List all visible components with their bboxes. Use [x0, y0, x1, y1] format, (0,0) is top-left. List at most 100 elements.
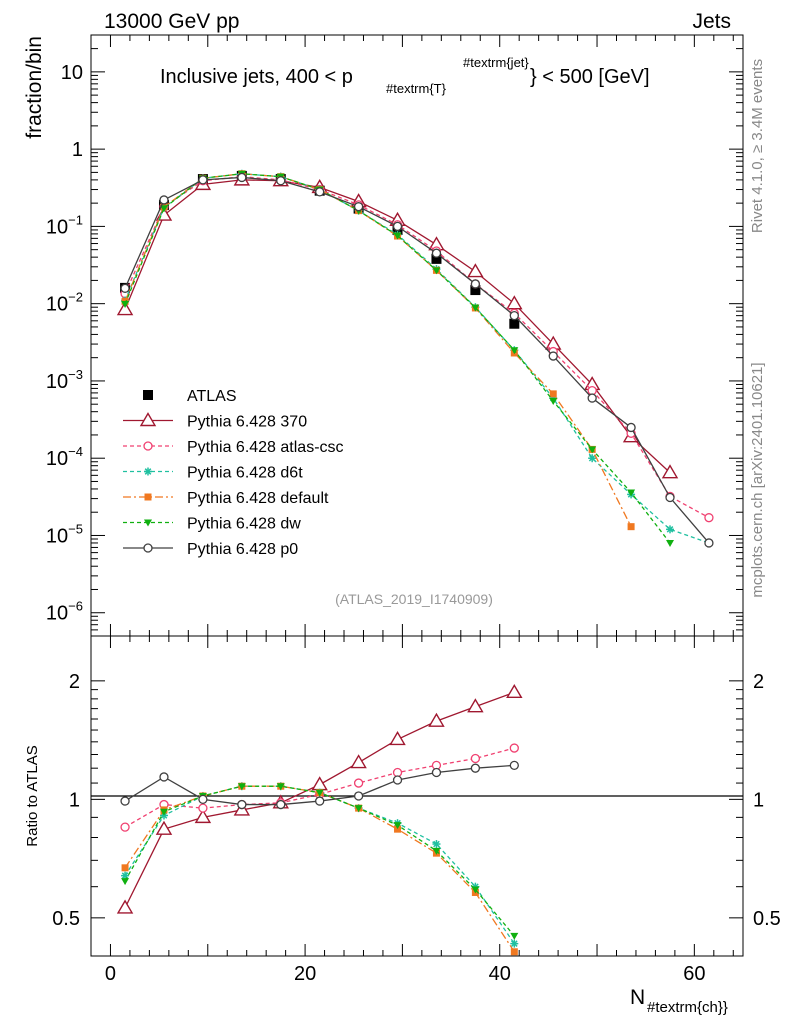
data-point — [431, 253, 442, 264]
star-stroke — [588, 454, 596, 462]
data-point — [506, 295, 523, 310]
data-point — [194, 808, 212, 824]
data-point — [143, 543, 153, 553]
data-point — [432, 847, 441, 855]
data-point — [588, 446, 597, 454]
data-point — [237, 172, 247, 183]
data-point — [237, 799, 247, 810]
data-point — [392, 221, 403, 232]
data-point — [315, 187, 325, 197]
legend-item: Pythia 6.428 p0 — [123, 541, 298, 558]
data-point — [237, 783, 246, 791]
data-point — [392, 767, 403, 778]
data-point — [470, 285, 481, 296]
category-label: Jets — [692, 10, 731, 33]
main-series-group — [116, 169, 714, 548]
series-line — [124, 173, 710, 544]
y-tick-label: 1 — [72, 139, 83, 161]
data-point — [144, 519, 152, 527]
ratio-panel: 2 2 1 1 0.5 0.5 0 20 40 60 Ratio to ATLAS N #tex… — [24, 635, 781, 1016]
data-point — [389, 731, 406, 746]
ratio-y-tick-label: 2 — [69, 671, 80, 693]
data-point — [428, 712, 445, 727]
data-point — [144, 493, 152, 501]
legend-item: Pythia 6.428 atlas-csc — [123, 439, 344, 456]
data-point — [198, 794, 208, 805]
rivet-version-label: Rivet 4.1.0, ≥ 3.4M events — [749, 59, 766, 233]
ratio-series-pythia-6-428-d6t — [121, 782, 519, 948]
data-point — [311, 776, 328, 791]
data-point — [509, 743, 519, 753]
ratio-series-pythia-6-428-p0 — [120, 760, 519, 810]
data-point — [315, 789, 324, 797]
legend-label: ATLAS — [187, 388, 237, 405]
data-point — [587, 385, 597, 396]
data-point — [431, 767, 442, 778]
ratio-series-group — [116, 683, 523, 956]
y-tick-label: 10−6 — [46, 599, 83, 625]
series-pythia-6-428-p0 — [120, 172, 714, 548]
y-tick-label: 10 — [61, 62, 83, 84]
data-point — [471, 304, 480, 312]
data-point — [353, 778, 364, 788]
data-point — [506, 683, 523, 699]
data-point — [549, 397, 558, 405]
data-point — [394, 825, 402, 833]
series-line — [124, 173, 671, 544]
ratio-y-tick-label: 1 — [69, 789, 80, 811]
analysis-watermark: (ATLAS_2019_I1740909) — [335, 591, 493, 607]
series-line — [124, 176, 710, 544]
legend-label: Pythia 6.428 atlas-csc — [187, 439, 344, 456]
data-point — [353, 202, 364, 212]
data-point — [587, 393, 597, 403]
star-stroke — [433, 840, 440, 848]
data-point — [432, 267, 441, 275]
ratio-line — [124, 747, 515, 828]
data-point — [198, 175, 208, 185]
legend: ATLAS Pythia 6.428 370 Pythia 6.428 atlas-… — [123, 388, 344, 558]
legend-label: Pythia 6.428 d6t — [187, 465, 303, 482]
legend-item: Pythia 6.428 370 — [123, 412, 307, 431]
y-tick-label: 10−5 — [46, 521, 83, 547]
data-point — [276, 799, 286, 810]
star-stroke — [666, 526, 674, 533]
data-point — [354, 805, 363, 813]
data-point — [120, 796, 130, 806]
x-axis-label-subscript: #textrm{ch}} — [647, 999, 728, 1016]
data-point — [467, 263, 484, 278]
data-point — [120, 283, 130, 293]
data-point — [159, 205, 168, 213]
data-point — [510, 932, 519, 940]
data-point — [510, 347, 519, 355]
data-point — [549, 390, 557, 398]
ratio-line — [124, 785, 515, 937]
data-point — [509, 310, 519, 321]
data-point — [509, 760, 519, 771]
data-point — [121, 301, 130, 309]
x-axis-label: N — [630, 986, 645, 1009]
ratio-y-tick-label-right: 0.5 — [753, 908, 781, 930]
data-point — [159, 195, 169, 205]
data-point — [159, 808, 168, 816]
star-stroke — [144, 468, 152, 475]
data-point — [155, 820, 173, 835]
ratio-x-axis: 0 20 40 60 — [105, 636, 734, 985]
data-point — [143, 441, 153, 451]
main-title: Inclusive jets, 400 < p #textrm{T} #text… — [160, 55, 650, 96]
data-point — [144, 467, 152, 476]
ratio-y-tick-label-right: 2 — [753, 671, 764, 693]
data-point — [548, 351, 558, 361]
main-title-tail: } < 500 [GeV] — [530, 66, 650, 88]
mcplots-label: mcplots.cern.ch [arXiv:2401.10621] — [749, 362, 766, 597]
data-point — [198, 803, 208, 813]
data-point — [143, 390, 153, 400]
ratio-line — [124, 785, 515, 953]
legend-item: Pythia 6.428 dw — [123, 516, 301, 533]
data-point — [470, 753, 481, 764]
x-tick-label: 40 — [489, 963, 511, 985]
data-point — [627, 523, 635, 531]
main-y-axis-label: fraction/bin — [23, 36, 46, 139]
x-tick-label: 60 — [683, 963, 705, 985]
main-title-subscript: #textrm{T} — [386, 81, 447, 96]
